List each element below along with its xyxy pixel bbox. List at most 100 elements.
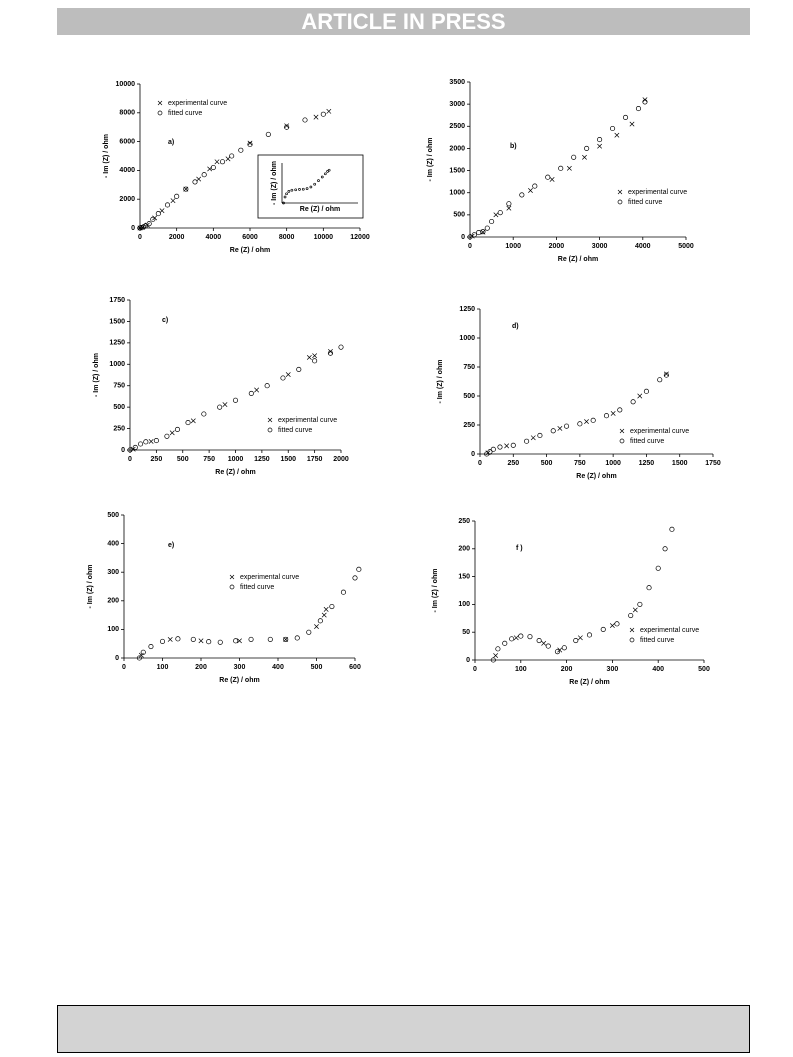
x-tick-label: 500 <box>177 456 189 463</box>
x-tick-label: 3000 <box>592 243 608 250</box>
marker-x <box>130 446 136 452</box>
marker-o <box>617 407 623 413</box>
marker-o <box>219 159 226 165</box>
marker-o <box>532 183 538 189</box>
marker-o <box>510 442 516 448</box>
marker-o <box>590 417 596 423</box>
marker-o <box>320 111 326 117</box>
marker-x <box>214 159 220 165</box>
marker-o <box>164 202 171 208</box>
marker-x <box>190 418 196 424</box>
marker-x <box>285 372 291 378</box>
x-tick-label: 2000 <box>169 234 185 241</box>
marker-o <box>290 188 294 192</box>
marker-o <box>294 635 300 641</box>
marker-o <box>490 657 496 663</box>
marker-x <box>196 176 202 182</box>
x-tick-label: 400 <box>652 666 664 673</box>
y-axis-label: - Im (Z) / ohm <box>87 565 94 609</box>
marker-o <box>287 190 291 193</box>
x-tick-label: 2000 <box>333 456 349 463</box>
marker-o <box>146 221 152 227</box>
marker-o <box>298 188 301 191</box>
marker-x <box>530 435 536 441</box>
x-tick-label: 250 <box>151 456 163 463</box>
marker-x <box>541 640 547 646</box>
marker-o <box>356 566 362 572</box>
marker-o <box>476 230 482 236</box>
marker-o <box>185 420 191 426</box>
marker-o <box>584 145 590 151</box>
x-axis-label: Re (Z) / ohm <box>576 473 616 480</box>
marker-x <box>222 402 228 408</box>
x-tick-label: 0 <box>473 666 477 673</box>
marker-x <box>321 612 327 618</box>
marker-x <box>493 212 499 218</box>
x-tick-label: 0 <box>128 456 132 463</box>
x-tick-label: 8000 <box>279 234 295 241</box>
x-tick-label: 1750 <box>705 460 721 467</box>
y-tick-label: 250 <box>463 422 475 429</box>
y-tick-label: 0 <box>471 451 475 458</box>
x-tick-label: 200 <box>195 664 207 671</box>
y-tick-label: 2500 <box>449 123 465 130</box>
legend-marker <box>619 428 625 434</box>
marker-x <box>306 354 312 360</box>
y-tick-label: 150 <box>458 573 470 580</box>
marker-o <box>502 640 508 646</box>
marker-o <box>233 638 239 644</box>
panel-label: f ) <box>516 545 523 552</box>
marker-o <box>558 165 564 171</box>
marker-o <box>597 137 603 143</box>
marker-o <box>155 211 161 217</box>
marker-x <box>557 647 563 653</box>
marker-o <box>283 636 289 642</box>
marker-o <box>663 372 669 378</box>
y-tick-label: 400 <box>107 540 119 547</box>
y-tick-label: 500 <box>463 393 475 400</box>
marker-o <box>323 172 327 176</box>
y-tick-label: 100 <box>107 626 119 633</box>
marker-o <box>175 636 181 642</box>
legend-marker <box>619 438 625 444</box>
marker-o <box>573 637 579 644</box>
marker-x <box>597 143 603 149</box>
x-tick-label: 300 <box>607 666 619 673</box>
panel-label: a) <box>168 139 174 146</box>
y-tick-label: 500 <box>107 512 119 519</box>
y-tick-label: 4000 <box>119 167 135 174</box>
marker-o <box>338 344 344 350</box>
y-axis-label: - Im (Z) / ohm <box>437 360 444 404</box>
marker-o <box>487 449 493 455</box>
y-axis-label: - Im (Z) / ohm <box>93 353 100 397</box>
inset-frame <box>257 154 364 219</box>
y-tick-label: 8000 <box>119 110 135 117</box>
x-tick-label: 200 <box>561 666 573 673</box>
marker-x <box>582 154 587 160</box>
marker-x <box>169 430 175 436</box>
x-tick-label: 300 <box>234 664 246 671</box>
x-tick-label: 4000 <box>206 234 222 241</box>
marker-x <box>159 208 165 214</box>
y-tick-label: 6000 <box>119 138 135 145</box>
y-tick-label: 100 <box>458 601 470 608</box>
x-tick-label: 1000 <box>228 456 244 463</box>
legend-label: fitted curve <box>630 438 664 445</box>
marker-x <box>610 410 616 416</box>
x-tick-label: 0 <box>138 234 142 241</box>
legend-label: experimental curve <box>278 417 337 424</box>
marker-o <box>217 404 223 410</box>
y-tick-label: 1250 <box>109 340 125 347</box>
marker-o <box>174 193 180 199</box>
legend-label: experimental curve <box>630 428 689 435</box>
y-tick-label: 2000 <box>449 145 465 152</box>
x-axis-label: Re (Z) / ohm <box>219 677 259 684</box>
marker-o <box>317 618 323 624</box>
legend-marker <box>229 574 235 580</box>
marker-o <box>138 441 144 447</box>
marker-o <box>643 388 649 394</box>
legend-label: experimental curve <box>640 627 699 634</box>
x-tick-label: 250 <box>507 460 519 467</box>
y-tick-label: 250 <box>458 518 470 525</box>
y-tick-label: 10000 <box>116 81 136 88</box>
